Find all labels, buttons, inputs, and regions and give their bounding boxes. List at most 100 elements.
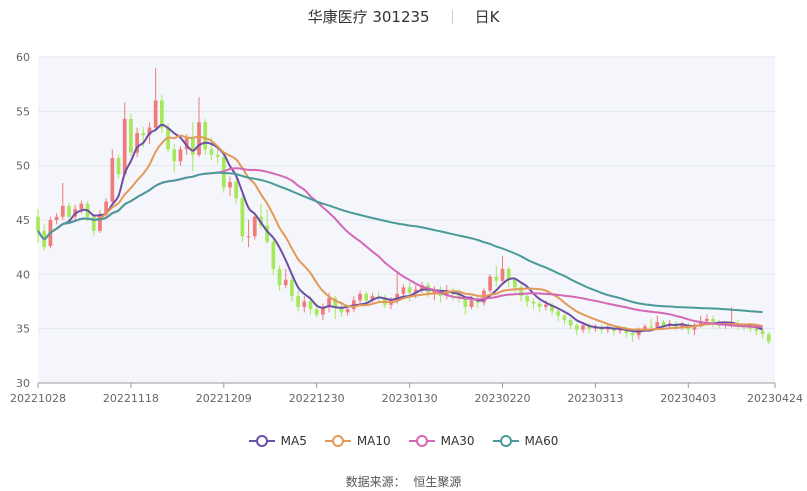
legend-item-ma5[interactable]: MA5 [248, 434, 307, 448]
legend-item-ma10[interactable]: MA10 [324, 434, 391, 448]
candle-body [655, 322, 660, 328]
legend-item-ma60[interactable]: MA60 [492, 434, 558, 448]
candle-body [203, 122, 208, 150]
candle-body [153, 100, 158, 128]
candle [556, 309, 561, 322]
candle [766, 331, 771, 344]
chart-header: 华康医疗 301235 日K [0, 6, 807, 27]
candle-body [209, 149, 214, 155]
candle-body [432, 290, 437, 293]
candle [321, 303, 325, 320]
candle-body [562, 315, 567, 320]
candle-body [568, 319, 573, 326]
candle-body [698, 321, 703, 326]
candle-body [333, 298, 338, 307]
candle-body [122, 118, 127, 175]
candle-body [296, 296, 300, 307]
candle [581, 323, 585, 334]
candle [153, 67, 158, 131]
candle [197, 97, 201, 157]
candle-body [643, 326, 647, 330]
chart-title: 华康医疗 301235 [307, 8, 430, 26]
candle [178, 146, 183, 166]
candle [711, 315, 715, 328]
candle [91, 214, 96, 236]
candle [290, 276, 294, 302]
legend-swatch [408, 434, 435, 448]
candle-body [215, 154, 220, 157]
candle-body [178, 149, 183, 162]
candle-body [252, 216, 257, 237]
y-tick-label: 35 [16, 323, 30, 336]
candle-body [308, 301, 313, 310]
candle [110, 149, 115, 204]
candle [537, 301, 542, 313]
candle [302, 296, 307, 313]
candle-body [469, 300, 474, 307]
candle-body [525, 296, 530, 302]
candle-body [290, 279, 294, 297]
legend-label: MA30 [440, 434, 475, 448]
legend-label: MA10 [356, 434, 391, 448]
source-label: 数据来源： [345, 475, 406, 489]
candle-body [494, 276, 499, 281]
candle-body [766, 334, 771, 342]
candle [271, 239, 276, 275]
candle-body [271, 241, 276, 269]
candle [190, 122, 195, 172]
candle [500, 255, 505, 284]
legend-swatch [492, 434, 519, 448]
y-tick-label: 30 [16, 377, 30, 390]
candle [67, 202, 71, 222]
candle-body [228, 181, 232, 188]
ma-line-ma60 [37, 171, 763, 314]
candle [228, 176, 232, 197]
candle-body [630, 333, 635, 336]
candle-body [407, 287, 412, 293]
candle [358, 290, 362, 305]
y-tick-label: 60 [16, 51, 30, 64]
candle-body [129, 118, 133, 153]
candle-body [680, 324, 684, 327]
candle [475, 296, 480, 309]
candle-body [314, 309, 319, 315]
candle-body [36, 216, 40, 231]
candle [494, 265, 499, 287]
candle-body [60, 205, 65, 217]
candle-body [705, 318, 709, 322]
x-tick-label: 20230313 [567, 392, 623, 405]
candle-body [605, 327, 610, 330]
candle [135, 127, 139, 157]
candle [240, 195, 245, 242]
candle-body [283, 279, 288, 286]
candle [54, 213, 59, 225]
candle-body [104, 201, 108, 215]
data-source: 数据来源： 恒生聚源 [0, 473, 807, 490]
candle-body [240, 198, 245, 237]
candle [513, 277, 517, 293]
candle [760, 328, 765, 339]
y-tick-label: 45 [16, 214, 30, 227]
y-axis: 30 35 40 45 50 55 60 [16, 51, 30, 390]
legend-item-ma30[interactable]: MA30 [408, 434, 475, 448]
candle [234, 178, 239, 204]
candle-body [135, 133, 139, 153]
candle [215, 149, 220, 164]
candle [129, 113, 133, 156]
candle [531, 298, 536, 310]
candle [277, 265, 282, 291]
candle-body [537, 303, 542, 307]
candle-body [506, 268, 511, 280]
candle-body [519, 287, 523, 297]
candle-body [339, 306, 344, 313]
candle-body [345, 309, 350, 313]
candle-body [110, 158, 115, 202]
candle-body [327, 298, 331, 307]
legend-swatch [324, 434, 351, 448]
candle-body [748, 327, 753, 329]
candle [407, 281, 412, 302]
candle [525, 293, 530, 307]
candle [574, 323, 579, 336]
candle-body [246, 236, 251, 238]
